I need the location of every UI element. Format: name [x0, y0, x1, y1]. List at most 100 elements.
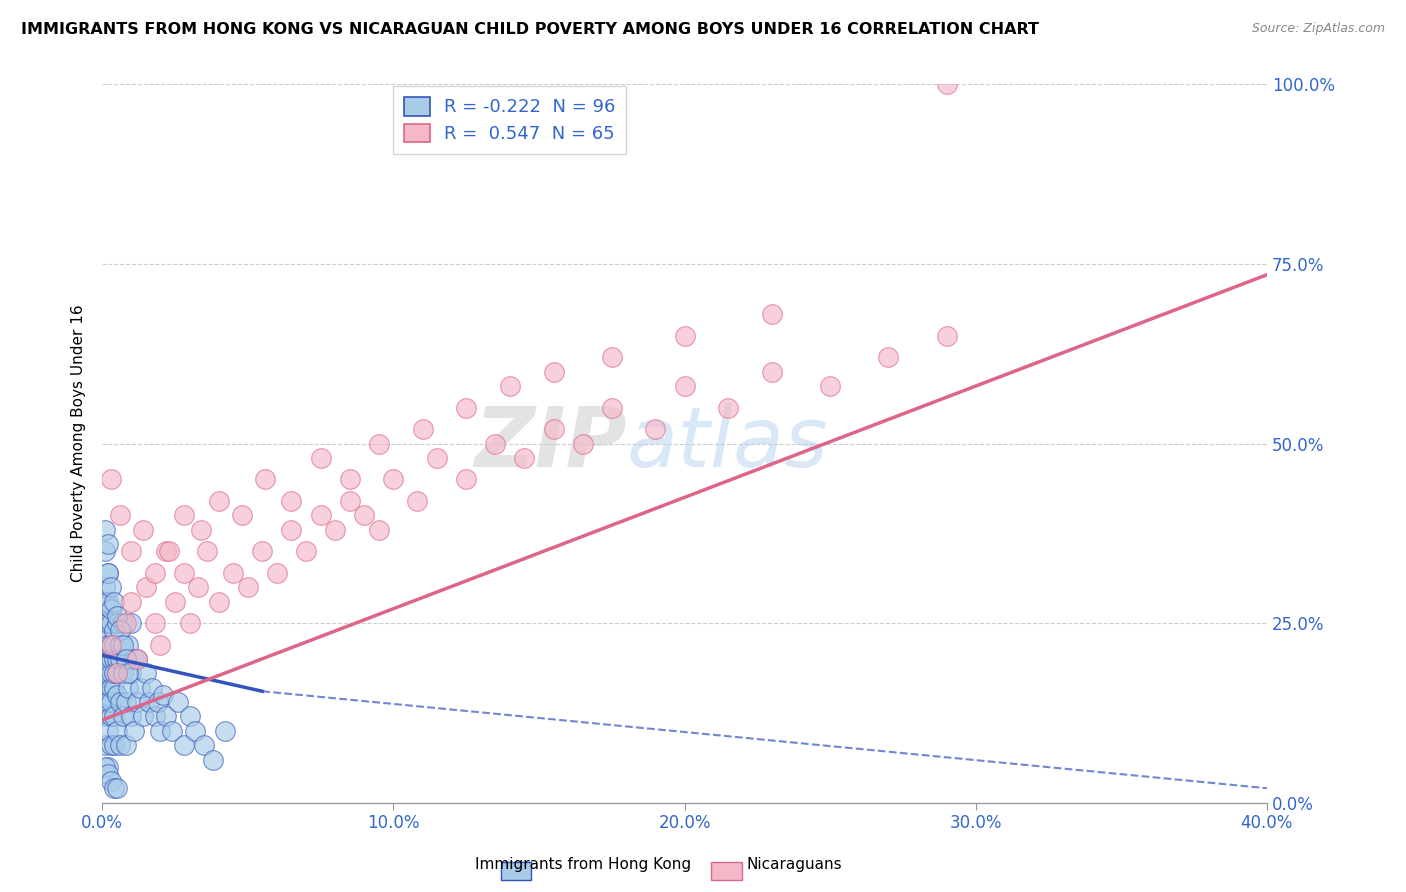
- Point: [179, 709, 201, 723]
- Point: [100, 601, 122, 615]
- FancyBboxPatch shape: [501, 862, 531, 880]
- Point: [717, 401, 740, 415]
- Point: [94, 523, 117, 537]
- Point: [353, 508, 375, 523]
- Point: [132, 523, 155, 537]
- Point: [117, 638, 139, 652]
- Point: [94, 673, 117, 688]
- Point: [94, 738, 117, 752]
- Text: Immigrants from Hong Kong: Immigrants from Hong Kong: [475, 857, 692, 872]
- Point: [173, 566, 195, 580]
- Point: [252, 544, 274, 558]
- Point: [673, 328, 696, 343]
- Point: [97, 659, 120, 673]
- Point: [571, 436, 593, 450]
- Point: [231, 508, 253, 523]
- Text: Nicaraguans: Nicaraguans: [747, 857, 842, 872]
- Point: [157, 544, 180, 558]
- Point: [160, 723, 183, 738]
- Point: [644, 422, 666, 436]
- Point: [600, 351, 623, 365]
- Point: [323, 523, 346, 537]
- Point: [120, 615, 142, 630]
- Point: [143, 615, 166, 630]
- Point: [94, 594, 117, 608]
- Point: [97, 566, 120, 580]
- Point: [309, 450, 332, 465]
- Point: [179, 615, 201, 630]
- Point: [103, 638, 125, 652]
- Point: [484, 436, 506, 450]
- Point: [97, 537, 120, 551]
- Point: [132, 709, 155, 723]
- Point: [184, 723, 207, 738]
- Point: [254, 472, 277, 486]
- Point: [543, 365, 565, 379]
- Point: [94, 580, 117, 594]
- Point: [103, 624, 125, 638]
- Point: [108, 738, 131, 752]
- Point: [935, 328, 957, 343]
- Point: [103, 709, 125, 723]
- Point: [173, 738, 195, 752]
- Point: [214, 723, 236, 738]
- Point: [97, 767, 120, 781]
- Point: [100, 666, 122, 681]
- Point: [120, 544, 142, 558]
- Point: [877, 351, 900, 365]
- Point: [149, 723, 172, 738]
- Point: [94, 631, 117, 645]
- Point: [103, 681, 125, 695]
- Point: [100, 638, 122, 652]
- Point: [103, 781, 125, 796]
- Point: [173, 508, 195, 523]
- Point: [120, 709, 142, 723]
- Point: [120, 594, 142, 608]
- Point: [818, 379, 841, 393]
- Point: [108, 638, 131, 652]
- Point: [114, 652, 136, 666]
- Point: [108, 508, 131, 523]
- Point: [94, 652, 117, 666]
- Point: [280, 523, 302, 537]
- Point: [94, 666, 117, 681]
- Point: [111, 615, 134, 630]
- Point: [138, 695, 160, 709]
- Point: [456, 472, 478, 486]
- Point: [105, 723, 128, 738]
- Point: [103, 738, 125, 752]
- Point: [122, 652, 145, 666]
- Point: [222, 566, 245, 580]
- Point: [114, 695, 136, 709]
- Text: ZIP: ZIP: [474, 403, 626, 484]
- Point: [97, 566, 120, 580]
- Point: [105, 608, 128, 623]
- Point: [97, 666, 120, 681]
- Point: [187, 580, 209, 594]
- Y-axis label: Child Poverty Among Boys Under 16: Child Poverty Among Boys Under 16: [72, 305, 86, 582]
- Point: [405, 494, 427, 508]
- Point: [97, 638, 120, 652]
- Point: [309, 508, 332, 523]
- Point: [94, 544, 117, 558]
- Point: [100, 709, 122, 723]
- Point: [97, 723, 120, 738]
- Point: [100, 738, 122, 752]
- Point: [143, 709, 166, 723]
- Point: [105, 652, 128, 666]
- Text: IMMIGRANTS FROM HONG KONG VS NICARAGUAN CHILD POVERTY AMONG BOYS UNDER 16 CORREL: IMMIGRANTS FROM HONG KONG VS NICARAGUAN …: [21, 22, 1039, 37]
- Point: [111, 638, 134, 652]
- Point: [105, 666, 128, 681]
- Point: [111, 666, 134, 681]
- Point: [367, 436, 389, 450]
- Point: [100, 774, 122, 789]
- FancyBboxPatch shape: [711, 862, 742, 880]
- Point: [143, 566, 166, 580]
- Point: [201, 752, 224, 766]
- Point: [499, 379, 522, 393]
- Point: [761, 307, 783, 321]
- Point: [97, 760, 120, 774]
- Point: [108, 652, 131, 666]
- Point: [120, 666, 142, 681]
- Point: [100, 615, 122, 630]
